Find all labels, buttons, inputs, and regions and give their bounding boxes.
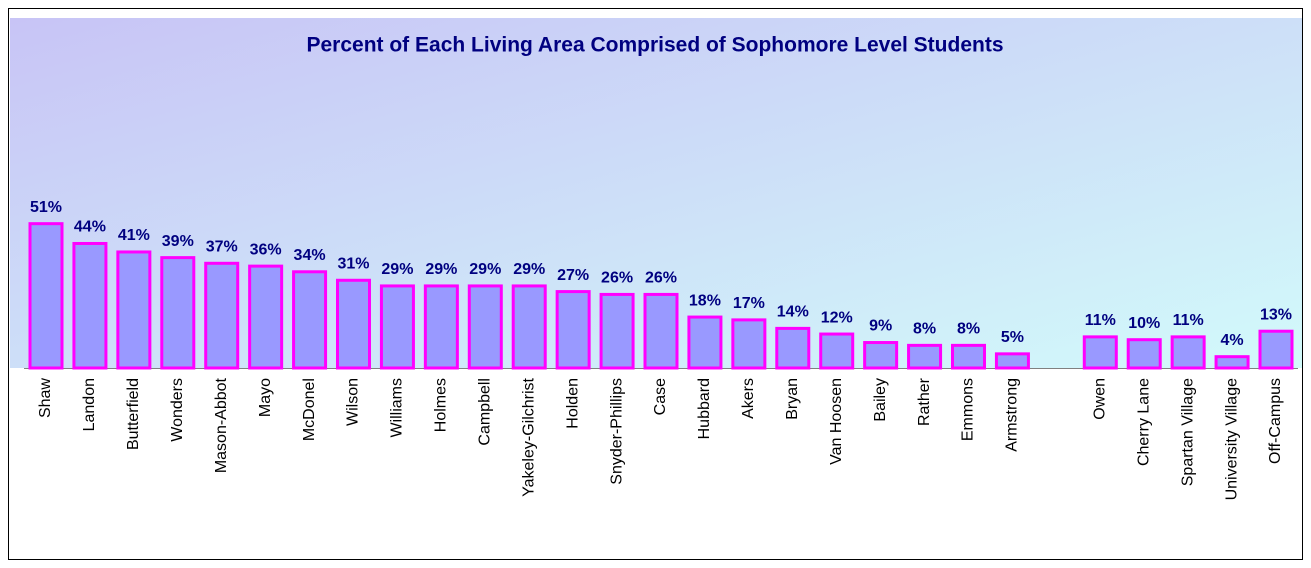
x-tick-label: Snyder-Phillips (608, 378, 625, 485)
bar (467, 284, 503, 370)
value-label: 11% (1085, 312, 1116, 329)
x-tick-label: Armstrong (1004, 378, 1021, 452)
value-label: 41% (118, 227, 150, 244)
value-label: 51% (30, 199, 62, 216)
x-tick-label: Mason-Abbot (213, 377, 230, 473)
bar (951, 343, 986, 370)
value-label: 17% (733, 295, 765, 312)
bar (731, 318, 767, 370)
value-label: 11% (1173, 312, 1204, 329)
bar (643, 292, 679, 370)
x-tick-label: Case (652, 378, 669, 415)
x-tick-label: Mayo (257, 378, 274, 417)
x-tick-label: Owen (1092, 378, 1109, 420)
x-tick-label: Butterfield (125, 378, 142, 450)
x-tick-label: McDonel (301, 378, 318, 441)
x-tick-label: Akers (740, 378, 757, 419)
bar (994, 352, 1030, 370)
bar (555, 290, 591, 370)
value-label: 18% (689, 292, 721, 309)
value-label: 44% (74, 219, 106, 236)
x-tick-label: Spartan Village (1179, 378, 1196, 486)
x-tick-label: Off-Campus (1267, 378, 1284, 464)
x-tick-label: Yakeley-Gilchrist (520, 377, 537, 496)
value-label: 31% (337, 255, 369, 272)
bar (775, 326, 811, 370)
bar (248, 264, 284, 370)
value-label: 29% (513, 261, 545, 278)
x-tick-label: Holmes (433, 378, 450, 432)
value-label: 26% (601, 270, 633, 287)
bar (116, 250, 152, 370)
bar (863, 341, 899, 370)
value-label: 39% (162, 233, 194, 250)
bar (1082, 335, 1118, 370)
x-tick-label: Van Hoosen (828, 378, 845, 465)
value-label: 34% (294, 247, 326, 264)
x-tick-label: Holden (564, 378, 581, 429)
bar (1214, 355, 1250, 370)
x-tick-label: Rather (916, 377, 933, 426)
value-label: 29% (381, 261, 413, 278)
bar (336, 278, 371, 370)
x-tick-label: Emmons (960, 378, 977, 441)
value-label: 10% (1128, 315, 1160, 332)
x-tick-label: Wonders (169, 378, 186, 442)
bar (204, 261, 240, 370)
x-tick-label: Bryan (784, 378, 801, 420)
value-label: 8% (913, 321, 936, 338)
bar (28, 222, 64, 370)
value-label: 29% (425, 261, 457, 278)
bar (599, 292, 635, 370)
value-label: 26% (645, 270, 677, 287)
x-tick-label: Hubbard (696, 378, 713, 439)
bar (379, 284, 415, 370)
x-tick-label: Campbell (477, 378, 494, 446)
chart-title: Percent of Each Living Area Comprised of… (306, 34, 1003, 57)
x-tick-label: Williams (389, 378, 406, 438)
bar (819, 332, 855, 370)
value-label: 5% (1001, 329, 1024, 346)
bar (687, 315, 723, 370)
bar (907, 343, 943, 370)
value-label: 4% (1221, 332, 1244, 349)
value-label: 29% (469, 261, 501, 278)
x-tick-label: Wilson (345, 378, 362, 426)
x-tick-label: Landon (81, 378, 98, 431)
bar (72, 241, 108, 370)
x-tick-label: Shaw (37, 378, 54, 418)
x-tick-label: Bailey (872, 378, 889, 422)
value-label: 8% (957, 321, 980, 338)
value-label: 27% (557, 267, 589, 284)
value-label: 9% (869, 318, 892, 335)
bar (160, 256, 196, 370)
bar (1126, 338, 1162, 370)
x-tick-label: University Village (1223, 378, 1240, 501)
bar (511, 284, 547, 370)
x-tick-label: Cherry Lane (1135, 378, 1152, 466)
bar (423, 284, 459, 370)
bar (1258, 329, 1294, 370)
bar (1170, 335, 1206, 370)
bar (292, 270, 328, 370)
value-label: 36% (250, 241, 282, 258)
value-label: 13% (1260, 306, 1292, 323)
value-label: 37% (206, 239, 238, 256)
value-label: 14% (777, 304, 809, 321)
value-label: 12% (821, 309, 853, 326)
